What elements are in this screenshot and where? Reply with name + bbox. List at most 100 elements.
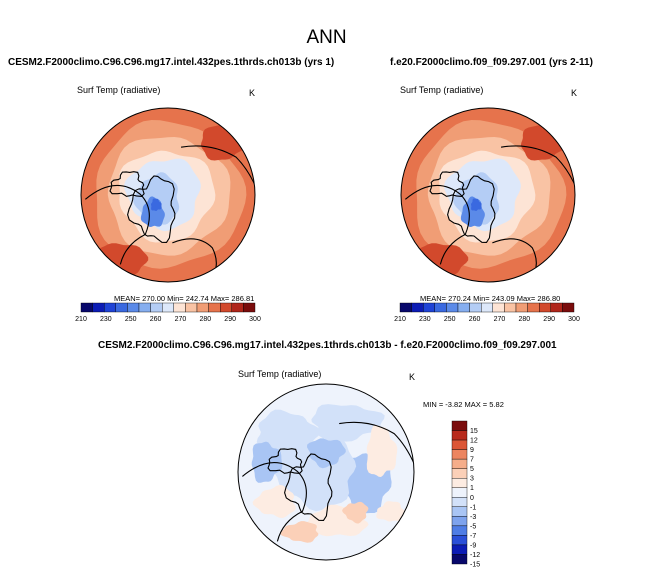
colorbar-swatch [451, 420, 468, 431]
colorbar-swatch [185, 302, 198, 313]
colorbar-swatch [451, 516, 468, 527]
colorbar-swatch [161, 302, 174, 313]
colorbar-swatch [451, 544, 468, 555]
north-america-coastline [84, 184, 150, 265]
colorbar-swatch [451, 430, 468, 441]
colorbar-swatch [451, 478, 468, 488]
colorbar-swatch [550, 302, 563, 313]
colorbar-swatch [219, 302, 232, 313]
colorbar-tick-label: 210 [75, 316, 87, 323]
colorbar-tick-label: -9 [470, 542, 476, 549]
figure-title: ANN [306, 27, 347, 48]
colorbar-swatch [504, 302, 517, 313]
difference-anomaly-region [307, 438, 346, 469]
panel-2-map [401, 108, 575, 282]
panel-3-variable-label: Surf Temp (radiative) [238, 369, 322, 379]
difference-anomaly-region [366, 424, 398, 477]
colorbar-tick-label: -1 [470, 504, 476, 511]
colorbar-tick-label: 210 [394, 316, 406, 323]
colorbar-swatch [527, 302, 540, 313]
colorbar-tick-label: 270 [494, 316, 506, 323]
panel-2-units-label: K [571, 88, 578, 98]
difference-anomaly-region [251, 441, 283, 483]
colorbar-tick-label: 290 [224, 316, 236, 323]
panel-1-stats: MEAN= 270.00 Min= 242.74 Max= 286.81 [114, 294, 255, 303]
colorbar-tick-label: 270 [175, 316, 187, 323]
colorbar-tick-label: -3 [470, 514, 476, 521]
colorbar-tick-label: 0 [470, 495, 474, 502]
eurasia-coastline [339, 421, 414, 554]
colorbar-swatch [492, 302, 505, 313]
colorbar-tick-label: 15 [470, 428, 478, 435]
colorbar-tick-label: -7 [470, 533, 476, 540]
panel-3-units-label: K [409, 372, 416, 382]
colorbar-swatch [451, 487, 468, 498]
colorbar-tick-label: 280 [518, 316, 530, 323]
colorbar-tick-label: 260 [150, 316, 162, 323]
colorbar-tick-label: 260 [469, 316, 481, 323]
colorbar-tick-label: 300 [568, 316, 580, 323]
archipelago-coastline [109, 171, 145, 197]
colorbar-tick-label: 3 [470, 476, 474, 483]
colorbar-swatch [423, 302, 436, 313]
colorbar-swatch [469, 302, 482, 313]
colorbar-tick-label: -12 [470, 552, 480, 559]
panel-3-colorbar: 15 12 9 7 5 3 1 0 -1 -3 -5 -7 -9 -12 -15 [451, 420, 480, 569]
colorbar-swatch [115, 302, 128, 313]
colorbar-swatch [138, 302, 151, 313]
colorbar-swatch [411, 302, 424, 313]
panel-2-case-title: f.e20.F2000climo.f09_f09.297.001 (yrs 2-… [390, 57, 593, 68]
colorbar-tick-label: -5 [470, 523, 476, 530]
eurasia-coastline [500, 145, 575, 278]
colorbar-swatch [451, 525, 468, 536]
panel-3-map [238, 384, 414, 560]
colorbar-swatch [399, 302, 412, 313]
colorbar-swatch [103, 302, 116, 313]
colorbar-swatch [451, 439, 468, 450]
panel-3-stats: MIN = -3.82 MAX = 5.82 [423, 400, 504, 409]
colorbar-swatch [451, 449, 468, 460]
colorbar-tick-label: 230 [100, 316, 112, 323]
greenland-coldest-core [151, 198, 162, 211]
panel-1-case-title: CESM2.F2000climo.C96.C96.mg17.intel.432p… [8, 57, 335, 68]
panel-2-border [400, 107, 576, 283]
colorbar-swatch [451, 554, 468, 565]
panel-2-colorbar: 210 230 250 260 270 280 290 300 [394, 302, 580, 323]
archipelago-coastline [429, 171, 465, 197]
colorbar-tick-label: 9 [470, 447, 474, 454]
colorbar-swatch [231, 302, 244, 313]
colorbar-swatch [80, 302, 93, 313]
coastlines [84, 145, 255, 282]
colorbar-swatch [451, 458, 468, 469]
colorbar-tick-label: 280 [199, 316, 211, 323]
colorbar-swatch [150, 302, 163, 313]
colorbar-swatch [446, 302, 459, 313]
panel-1-variable-label: Surf Temp (radiative) [77, 85, 161, 95]
colorbar-tick-label: 300 [249, 316, 261, 323]
difference-anomaly-region [376, 501, 406, 522]
colorbar-swatch [92, 302, 105, 313]
greenland-coastline [284, 453, 333, 521]
colorbar-tick-label: -15 [470, 562, 480, 569]
panel-1-map [81, 108, 255, 282]
colorbar-swatch [515, 302, 528, 313]
panel-3-case-title: CESM2.F2000climo.C96.C96.mg17.intel.432p… [98, 340, 557, 351]
colorbar-tick-label: 12 [470, 438, 478, 445]
colorbar-swatch [562, 302, 575, 313]
greenland-coldest-core [471, 198, 482, 211]
panel-1-border [80, 107, 256, 283]
colorbar-tick-label: 5 [470, 466, 474, 473]
panel-1-units-label: K [249, 88, 256, 98]
panel-2-stats: MEAN= 270.24 Min= 243.09 Max= 286.80 [420, 294, 561, 303]
panel-3-border [237, 383, 415, 561]
colorbar-swatch [451, 497, 468, 507]
colorbar-swatch [196, 302, 209, 313]
colorbar-swatch [451, 535, 468, 546]
colorbar-swatch [434, 302, 447, 313]
greenland-coastline [127, 175, 176, 243]
colorbar-tick-label: 250 [125, 316, 137, 323]
archipelago-coastline [267, 448, 303, 474]
colorbar-swatch [539, 302, 552, 313]
colorbar-swatch [457, 302, 470, 313]
